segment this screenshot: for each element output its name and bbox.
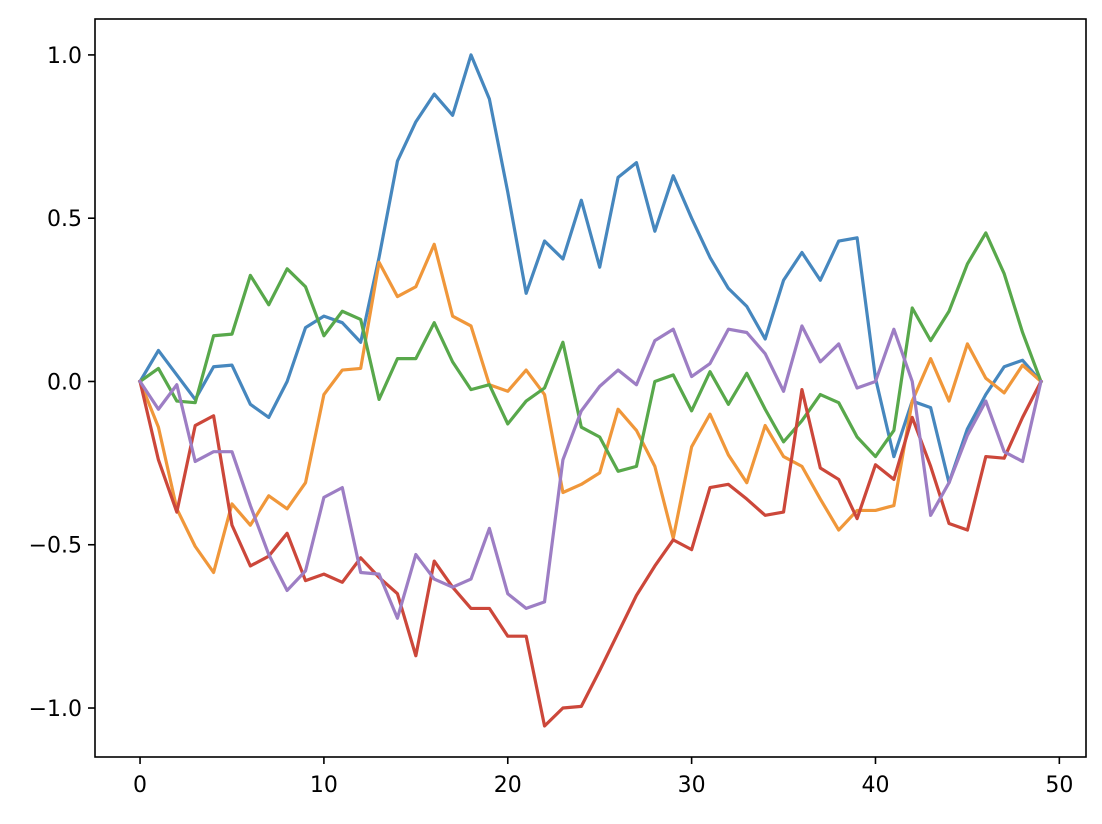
x-tick-label: 0 [133, 773, 147, 798]
series-line-2 [137, 242, 1044, 575]
series-line-1 [137, 53, 1044, 485]
series-line-4 [138, 379, 1044, 728]
tick-layer: 0 10 20 30 40 50 −1.0 −0.5 0.0 0.5 1.0 [29, 44, 1074, 798]
x-tick-label: 20 [494, 773, 522, 798]
x-tick-label: 50 [1045, 773, 1073, 798]
plot-frame [94, 18, 1087, 758]
plot-background [95, 19, 1086, 757]
y-tick-label: −1.0 [29, 697, 82, 722]
series-layer [137, 53, 1044, 728]
y-tick-label: −0.5 [29, 534, 82, 559]
series-line-5 [137, 324, 1043, 620]
y-tick-label: 0.0 [47, 370, 82, 395]
x-tick-label: 30 [678, 773, 706, 798]
y-tick-label: 0.5 [47, 207, 82, 232]
x-tick-label: 40 [861, 773, 889, 798]
series-line-3 [137, 231, 1044, 473]
x-tick-label: 10 [310, 773, 338, 798]
y-tick-label: 1.0 [47, 44, 82, 69]
